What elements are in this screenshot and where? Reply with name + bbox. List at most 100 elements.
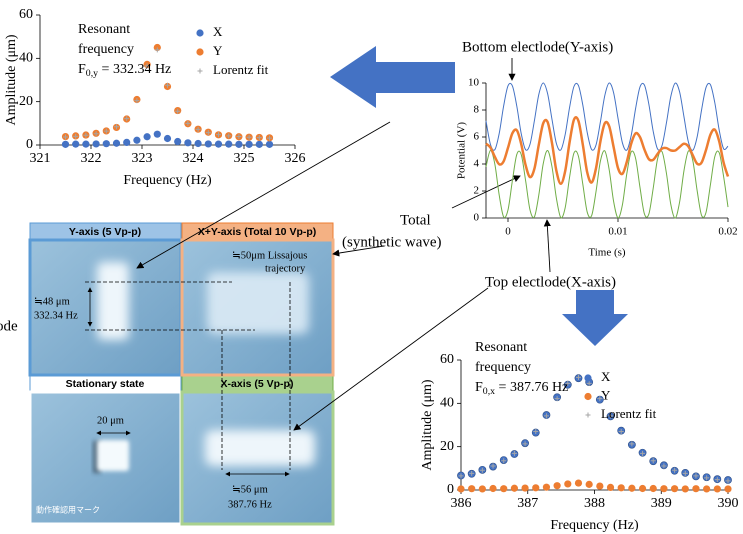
point — [617, 484, 625, 492]
annotation: frequency — [475, 360, 531, 375]
fit-marker — [195, 126, 201, 132]
cut-label: ode — [0, 318, 18, 334]
panel-header: X+Y-axis (Total 10 Vp-p) — [198, 226, 317, 238]
y-tick-label: 40 — [440, 396, 454, 411]
point — [204, 140, 212, 148]
fit-marker — [543, 413, 549, 419]
legend-label: Y — [213, 43, 223, 58]
panel-header: Stationary state — [66, 378, 145, 390]
point — [61, 140, 70, 148]
annotation: Top electlode(X-axis) — [485, 274, 616, 290]
legend-marker — [585, 412, 591, 418]
fit-marker — [216, 132, 221, 138]
point — [174, 137, 182, 146]
photo — [28, 390, 183, 526]
mirror-blob — [97, 262, 129, 340]
annotation-part: F — [78, 62, 86, 77]
point — [184, 139, 192, 147]
point — [521, 484, 529, 492]
legend-marker — [197, 68, 203, 74]
x-tick-label: 324 — [183, 151, 204, 166]
y-tick-label: 2 — [474, 185, 480, 197]
point — [713, 485, 721, 493]
y-axis-label: Potential (V) — [456, 122, 468, 179]
annotation: F0,y = 332.34 Hz — [78, 62, 171, 79]
fit-marker — [693, 473, 699, 479]
legend-label: Y — [601, 387, 611, 402]
fit-marker — [154, 47, 160, 53]
fit-marker — [83, 132, 89, 138]
point — [596, 482, 604, 490]
y-axis-label: Amplitude (μm) — [4, 34, 19, 125]
point — [532, 484, 540, 492]
x-tick-label: 390 — [718, 496, 739, 511]
panel-label: ≒56 μm — [232, 484, 268, 495]
point — [194, 139, 202, 148]
fit-marker — [479, 467, 485, 473]
point — [574, 479, 583, 487]
legend-marker — [196, 48, 204, 56]
point — [671, 485, 679, 493]
point — [564, 480, 572, 488]
chart: 0 20 40 60 321 322 323 324 325 326 Frequency (Hz) A… — [4, 7, 305, 188]
fit-marker — [267, 135, 272, 141]
mirror — [97, 440, 129, 471]
fit-marker — [205, 130, 211, 136]
point — [553, 482, 561, 490]
annotation: Resonant — [78, 22, 130, 37]
fit-marker — [469, 470, 475, 476]
legend-marker — [584, 392, 592, 401]
point — [478, 485, 486, 493]
big-arrow — [330, 46, 455, 108]
annotation: frequency — [78, 42, 134, 57]
x-axis-label: Frequency (Hz) — [123, 173, 212, 188]
fit-marker — [511, 450, 517, 456]
point — [72, 140, 80, 148]
fit-marker — [586, 380, 592, 386]
point — [628, 484, 636, 492]
point — [112, 139, 121, 147]
point — [265, 140, 274, 148]
y-tick-label: 0 — [447, 482, 454, 497]
fit-marker — [682, 470, 688, 476]
y-tick-label: 60 — [19, 7, 33, 22]
fit-marker — [165, 82, 170, 88]
y-tick-label: 20 — [19, 94, 33, 109]
chart: 0 2 4 6 8 10 0 0.01 0.02 Time (s) Potential (V) — [456, 77, 738, 259]
annotation: F0,x = 387.76 Hz — [475, 380, 568, 397]
annotation: Bottom electlode(Y-axis) — [462, 39, 613, 55]
line — [485, 150, 729, 219]
panel-label: 387.76 Hz — [228, 499, 272, 510]
chart: 0 20 40 60 386 387 388 389 390 Frequency (Hz) Ampl… — [420, 340, 738, 533]
point — [92, 140, 100, 148]
legend-label: Lorentz fit — [213, 62, 269, 77]
x-axis-label: Frequency (Hz) — [550, 518, 639, 533]
legend-marker — [584, 374, 592, 382]
fit-marker — [256, 135, 262, 141]
fit-marker — [640, 450, 646, 456]
annotation-part: = 387.76 Hz — [495, 380, 568, 395]
x-tick-label: 387 — [517, 496, 538, 511]
x-axis-label: Time (s) — [588, 247, 626, 259]
x-tick-label: 389 — [651, 496, 672, 511]
fit-marker — [134, 98, 140, 104]
panel-header: Y-axis (5 Vp-p) — [69, 226, 141, 238]
point — [163, 134, 172, 143]
point — [660, 485, 668, 493]
mirror-blob — [205, 430, 315, 466]
y-tick-label: 0 — [474, 212, 480, 224]
legend-label: X — [213, 24, 223, 39]
fit-marker — [236, 134, 242, 140]
x-tick-label: 386 — [451, 496, 472, 511]
panel-label: 動作確認用マーク — [36, 505, 100, 515]
annotation-subscript: 0,x — [483, 386, 495, 397]
fit-marker — [490, 463, 496, 469]
x-tick-label: 0.02 — [718, 226, 737, 238]
annotation: Total — [400, 212, 431, 228]
point — [510, 484, 518, 492]
mirror-blob — [207, 272, 309, 334]
y-tick-label: 0 — [26, 137, 33, 152]
fit-marker — [704, 475, 710, 481]
y-tick-label: 8 — [474, 104, 480, 116]
fit-marker — [246, 134, 252, 140]
